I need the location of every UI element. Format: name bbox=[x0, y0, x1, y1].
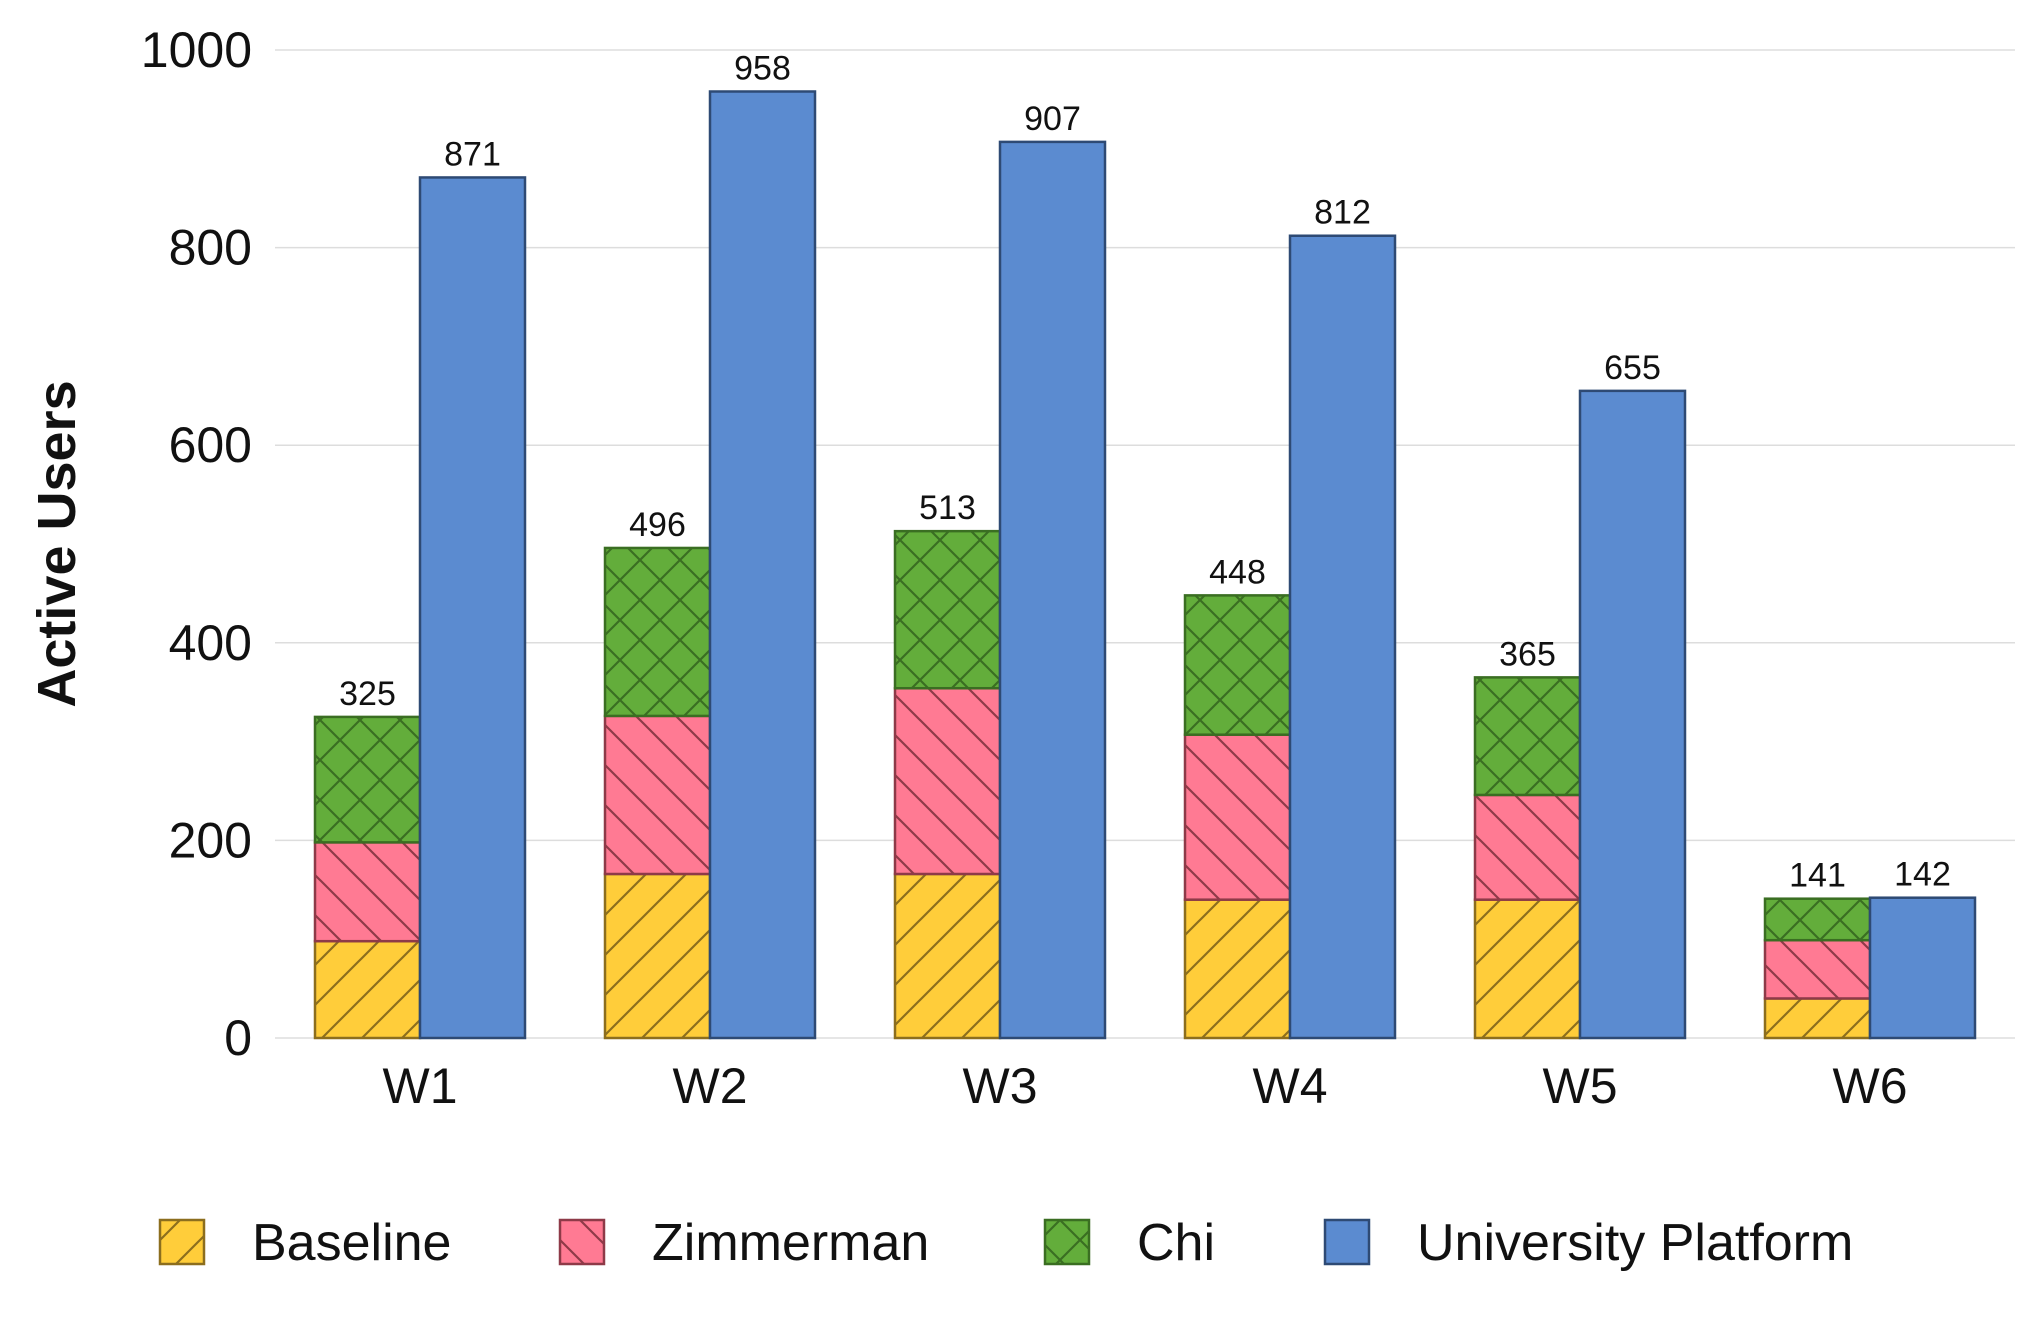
total-label-right-w2: 958 bbox=[734, 49, 791, 87]
total-label-left-w6: 141 bbox=[1789, 857, 1846, 895]
legend-item-zimmerman: Zimmerman bbox=[558, 1214, 929, 1272]
y-axis-label: Active Users bbox=[27, 380, 87, 707]
bar-chi-w6 bbox=[1763, 897, 1872, 942]
bar-university-platform-w5 bbox=[1578, 389, 1687, 1040]
legend: Baseline Zimmerman Chi University Platform bbox=[158, 1214, 1853, 1272]
bar-baseline-w4 bbox=[1183, 898, 1292, 1040]
total-label-right-w5: 655 bbox=[1604, 349, 1661, 387]
bar-university-platform-w2 bbox=[708, 90, 817, 1040]
legend-item-baseline: Baseline bbox=[158, 1214, 451, 1272]
bar-baseline-w2 bbox=[603, 872, 712, 1040]
bar-zimmerman-w2 bbox=[603, 714, 712, 876]
legend-label-university-platform: University Platform bbox=[1417, 1214, 1853, 1272]
y-tick-label-600: 600 bbox=[169, 417, 252, 473]
legend-label-chi: Chi bbox=[1137, 1214, 1215, 1272]
bar-zimmerman-w4 bbox=[1183, 733, 1292, 901]
bar-baseline-w3 bbox=[893, 872, 1002, 1040]
y-tick-label-800: 800 bbox=[169, 220, 252, 276]
bar-zimmerman-w1 bbox=[313, 841, 422, 943]
legend-label-baseline: Baseline bbox=[252, 1214, 451, 1272]
legend-swatch-zimmerman bbox=[558, 1218, 606, 1266]
bar-university-platform-w6 bbox=[1868, 896, 1977, 1040]
legend-swatch-university-platform bbox=[1323, 1218, 1371, 1266]
legend-item-chi: Chi bbox=[1043, 1214, 1215, 1272]
grid-lines bbox=[275, 49, 2015, 1039]
legend-label-zimmerman: Zimmerman bbox=[652, 1214, 929, 1272]
total-label-right-w1: 871 bbox=[444, 135, 501, 173]
axes: 0 200 400 600 800 1000 Active Users W1 W2 W3 W4 W5 W… bbox=[27, 22, 1908, 1114]
total-label-left-w5: 365 bbox=[1499, 635, 1556, 673]
bar-zimmerman-w3 bbox=[893, 686, 1002, 876]
x-tick-label-w1: W1 bbox=[383, 1058, 458, 1114]
data-labels: 325 871 496 958 513 907 448 812 365 655 141 142 bbox=[339, 49, 1951, 894]
x-tick-label-w4: W4 bbox=[1253, 1058, 1328, 1114]
bar-chi-w2 bbox=[603, 546, 712, 718]
total-label-right-w3: 907 bbox=[1024, 100, 1081, 138]
bar-zimmerman-w6 bbox=[1763, 938, 1872, 1000]
bar-chi-w3 bbox=[893, 529, 1002, 690]
total-label-left-w1: 325 bbox=[339, 675, 396, 713]
bar-university-platform-w3 bbox=[998, 140, 1107, 1040]
bar-zimmerman-w5 bbox=[1473, 793, 1582, 901]
total-label-right-w6: 142 bbox=[1894, 856, 1951, 894]
bar-baseline-w5 bbox=[1473, 898, 1582, 1040]
bar-chi-w1 bbox=[313, 715, 422, 844]
legend-swatch-baseline bbox=[158, 1218, 206, 1266]
x-tick-label-w2: W2 bbox=[673, 1058, 748, 1114]
bar-chi-w4 bbox=[1183, 594, 1292, 736]
y-tick-label-200: 200 bbox=[169, 812, 252, 868]
y-tick-label-0: 0 bbox=[224, 1010, 252, 1066]
bar-university-platform-w4 bbox=[1288, 234, 1397, 1040]
total-label-left-w3: 513 bbox=[919, 489, 976, 527]
y-tick-label-1000: 1000 bbox=[141, 22, 252, 78]
bar-chi-w5 bbox=[1473, 676, 1582, 797]
bar-baseline-w6 bbox=[1763, 997, 1872, 1040]
total-label-left-w4: 448 bbox=[1209, 553, 1266, 591]
x-tick-label-w6: W6 bbox=[1833, 1058, 1908, 1114]
legend-swatch-chi bbox=[1043, 1218, 1091, 1266]
bar-university-platform-w1 bbox=[418, 176, 527, 1040]
legend-item-university-platform: University Platform bbox=[1323, 1214, 1853, 1272]
y-tick-label-400: 400 bbox=[169, 615, 252, 671]
bar-baseline-w1 bbox=[313, 939, 422, 1040]
total-label-right-w4: 812 bbox=[1314, 194, 1371, 232]
bars bbox=[313, 90, 1977, 1040]
x-tick-label-w3: W3 bbox=[963, 1058, 1038, 1114]
x-tick-label-w5: W5 bbox=[1543, 1058, 1618, 1114]
total-label-left-w2: 496 bbox=[629, 506, 686, 544]
